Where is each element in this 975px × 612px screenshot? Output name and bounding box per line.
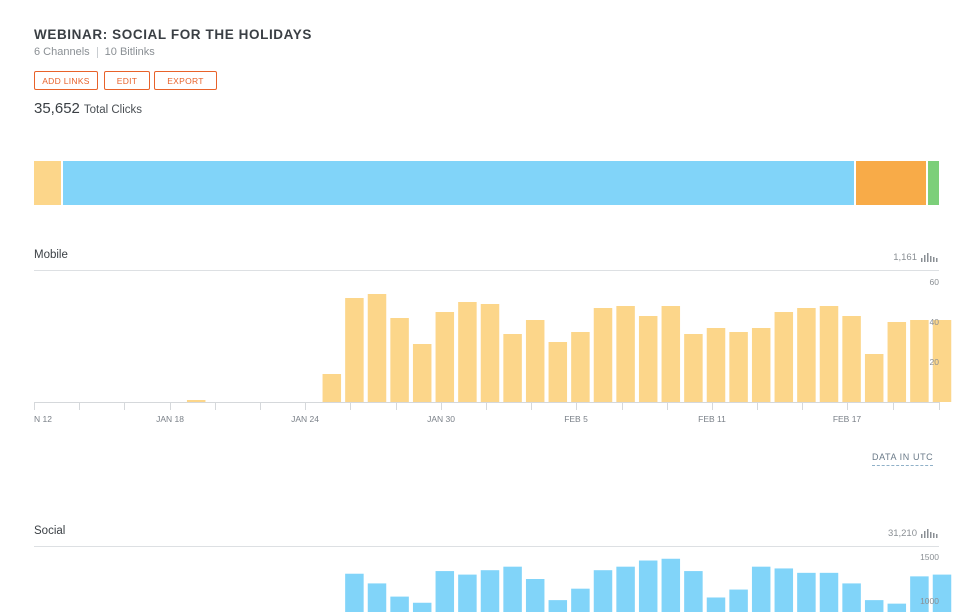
social-header-rule	[34, 546, 939, 547]
x-tick-label: JAN 18	[156, 414, 184, 424]
y-tick-label: 40	[930, 317, 940, 327]
mobile-bar[interactable]	[932, 320, 952, 402]
x-tick-label: JAN 30	[427, 414, 455, 424]
y-tick-label: 1500	[920, 552, 939, 562]
social-bar[interactable]	[390, 596, 409, 612]
social-bar[interactable]	[864, 600, 884, 612]
mobile-bar[interactable]	[638, 316, 658, 402]
social-bar[interactable]	[458, 574, 477, 612]
distribution-segment-mobile[interactable]	[34, 161, 64, 205]
sparkline-icon	[921, 529, 938, 538]
social-bar[interactable]	[819, 572, 839, 612]
mobile-bar[interactable]	[751, 328, 771, 402]
distribution-segment-other[interactable]	[855, 161, 929, 205]
x-tick-label: JAN 24	[291, 414, 319, 424]
social-bar[interactable]	[932, 574, 952, 612]
total-clicks: 35,652 Total Clicks	[34, 100, 142, 117]
mobile-header-rule	[34, 270, 939, 271]
mobile-bar[interactable]	[186, 400, 206, 402]
mobile-bar[interactable]	[864, 354, 884, 402]
social-bar[interactable]	[571, 588, 590, 612]
mobile-bar[interactable]	[887, 322, 907, 402]
social-bar[interactable]	[593, 570, 613, 612]
total-clicks-value: 35,652	[34, 100, 80, 117]
social-bar[interactable]	[774, 568, 794, 612]
mobile-bar[interactable]	[661, 306, 681, 402]
mobile-bar[interactable]	[819, 306, 839, 402]
mobile-bar[interactable]	[322, 374, 342, 402]
social-bar[interactable]	[616, 566, 635, 612]
social-bar[interactable]	[706, 597, 726, 612]
social-bar[interactable]	[797, 572, 816, 612]
social-bar[interactable]	[661, 558, 681, 612]
add-links-button[interactable]: ADD LINKS	[34, 71, 98, 90]
mobile-total-value: 1,161	[893, 252, 917, 263]
social-bar[interactable]	[548, 600, 568, 612]
distribution-segment-other-2[interactable]	[928, 161, 939, 205]
page-title: WEBINAR: SOCIAL FOR THE HOLIDAYS	[34, 27, 312, 42]
channel-count: 6 Channels	[34, 46, 90, 58]
campaign-meta: 6 Channels 10 Bitlinks	[34, 46, 155, 58]
mobile-bar[interactable]	[571, 332, 590, 402]
mobile-bar[interactable]	[684, 334, 703, 402]
mobile-clicks-chart: N 12 JAN 18 JAN 24 JAN 30 FEB 5 FEB 11 FEB 17 6…	[34, 277, 952, 424]
edit-button[interactable]: EDIT	[104, 71, 150, 90]
mobile-bar[interactable]	[842, 316, 861, 402]
mobile-bar[interactable]	[367, 294, 387, 402]
social-bar[interactable]	[412, 602, 432, 612]
mobile-bar[interactable]	[412, 344, 432, 402]
export-button[interactable]: EXPORT	[154, 71, 217, 90]
mobile-total: 1,161	[893, 252, 939, 263]
x-tick-label: N 12	[34, 414, 52, 424]
y-tick-label: 1000	[920, 596, 939, 606]
social-bar[interactable]	[480, 570, 500, 612]
divider	[96, 46, 98, 58]
social-bar[interactable]	[887, 603, 907, 612]
social-bar[interactable]	[751, 566, 771, 612]
social-bar[interactable]	[367, 583, 387, 612]
mobile-bar[interactable]	[458, 302, 477, 402]
social-bar[interactable]	[638, 560, 658, 612]
social-bar[interactable]	[503, 566, 522, 612]
mobile-bar[interactable]	[548, 342, 568, 402]
mobile-bar[interactable]	[345, 298, 364, 402]
x-tick-label: FEB 11	[698, 414, 726, 424]
social-bar[interactable]	[729, 589, 748, 612]
mobile-bar[interactable]	[390, 318, 409, 402]
social-bar[interactable]	[842, 583, 861, 612]
mobile-bar[interactable]	[729, 332, 748, 402]
sparkline-icon	[921, 253, 938, 262]
mobile-bar[interactable]	[616, 306, 635, 402]
mobile-section-title: Mobile	[34, 249, 68, 261]
y-tick-label: 60	[930, 277, 940, 287]
mobile-bar[interactable]	[503, 334, 522, 402]
y-tick-label: 20	[930, 357, 940, 367]
social-bar[interactable]	[345, 573, 364, 612]
mobile-bar[interactable]	[910, 320, 929, 402]
social-bar[interactable]	[684, 571, 703, 612]
bitlink-count: 10 Bitlinks	[104, 46, 155, 58]
mobile-bar[interactable]	[435, 312, 455, 402]
mobile-bar[interactable]	[525, 320, 545, 402]
social-bar[interactable]	[435, 571, 455, 612]
mobile-bar[interactable]	[593, 308, 613, 402]
social-bar[interactable]	[525, 579, 545, 612]
social-clicks-chart: 1500 1000	[345, 552, 952, 612]
mobile-bar[interactable]	[706, 328, 726, 402]
social-section-title: Social	[34, 525, 66, 537]
total-clicks-label: Total Clicks	[83, 104, 143, 116]
data-in-utc-link[interactable]: DATA IN UTC	[872, 452, 934, 466]
social-bar[interactable]	[910, 576, 929, 612]
channel-distribution-bar[interactable]	[34, 161, 939, 205]
distribution-segment-social[interactable]	[63, 161, 856, 205]
social-total-value: 31,210	[887, 528, 917, 539]
mobile-bar[interactable]	[480, 304, 500, 402]
x-tick-label: FEB 17	[833, 414, 862, 424]
mobile-bar[interactable]	[797, 308, 816, 402]
mobile-bar[interactable]	[774, 312, 794, 402]
x-tick-label: FEB 5	[564, 414, 588, 424]
social-total: 31,210	[888, 528, 939, 539]
